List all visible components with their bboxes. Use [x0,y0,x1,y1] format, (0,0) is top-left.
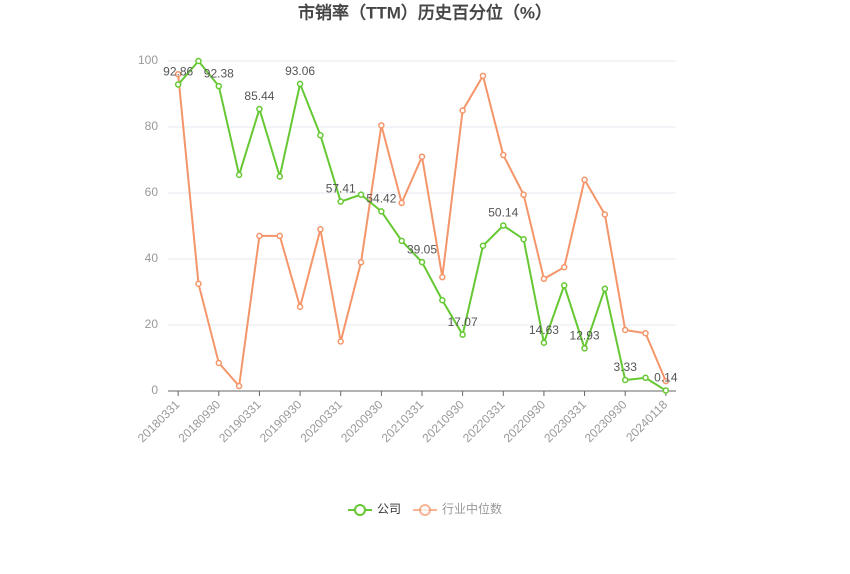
point [357,259,365,266]
data-label: 17.07 [448,315,478,329]
point [642,374,649,382]
point [500,151,507,159]
point [581,176,588,184]
legend-label: 公司 [377,502,401,516]
data-label: 12.93 [570,329,600,343]
data-label: 39.05 [407,242,437,256]
point [256,232,263,240]
x-tick-label: 20180331 [135,397,183,445]
y-tick-label: 80 [145,119,159,133]
point [540,339,548,346]
point [398,199,405,207]
point [439,297,446,304]
x-tick-label: 20220331 [460,397,508,445]
point [418,258,426,266]
legend-marker [419,504,431,516]
data-label: 14.63 [529,323,559,337]
x-tick-label: 20230331 [541,397,589,445]
legend-label: 行业中位数 [442,501,502,516]
data-label: 50.14 [488,206,518,220]
point [378,122,385,129]
data-label: 85.44 [244,89,274,103]
x-tick-label: 20230930 [582,397,630,445]
point [560,264,568,271]
point [418,153,426,160]
legend-marker [354,504,366,516]
point [459,107,466,114]
point [337,338,344,345]
point [662,387,670,394]
data-label: 93.06 [285,64,315,78]
point [642,330,649,337]
point [540,275,548,283]
data-label: 3.33 [614,360,638,374]
point [520,191,527,198]
point [215,359,223,367]
x-tick-label: 20210331 [379,397,427,445]
x-tick-label: 20200331 [297,397,345,445]
point [296,303,304,311]
point [174,81,182,88]
point [601,211,609,218]
point [621,326,629,334]
data-label: 92.86 [163,65,193,79]
data-label: 57.41 [326,182,356,196]
data-label: 0.14 [654,371,678,385]
point [621,376,629,384]
point [256,105,263,113]
x-tick-label: 20190930 [257,397,305,445]
y-tick-label: 20 [145,317,159,331]
point [276,173,284,180]
point [235,171,243,179]
point [479,242,487,250]
y-tick-label: 40 [145,251,159,265]
point [296,80,304,88]
point [398,237,405,245]
y-tick-label: 100 [138,53,158,67]
point [479,72,487,80]
x-tick-label: 20180930 [176,397,224,445]
point [337,198,344,205]
y-tick-label: 60 [145,185,159,199]
x-tick-label: 20240118 [623,397,670,444]
point [174,70,182,78]
x-tick-label: 20220930 [501,397,549,445]
point [662,377,670,385]
point [581,345,588,352]
y-tick-label: 0 [151,383,158,397]
point [195,57,202,65]
data-label: 54.42 [366,192,396,206]
point [439,273,446,281]
point [276,232,284,240]
point [378,208,385,215]
point [357,191,365,198]
point [601,285,609,292]
point [560,282,568,289]
x-tick-label: 20200930 [338,397,386,445]
point [500,222,507,229]
legend-item: 行业中位数 [413,501,502,516]
point [235,382,243,390]
x-tick-label: 20190331 [216,397,264,445]
chart-title: 市销率（TTM）历史百分位（%） [298,2,552,22]
legend-item: 公司 [348,502,401,516]
point [459,331,466,338]
x-tick-label: 20210930 [419,397,467,445]
point [520,235,527,243]
point [195,280,202,287]
point [317,226,324,233]
point [317,132,324,139]
point [215,82,223,90]
data-label: 92.38 [204,66,234,80]
